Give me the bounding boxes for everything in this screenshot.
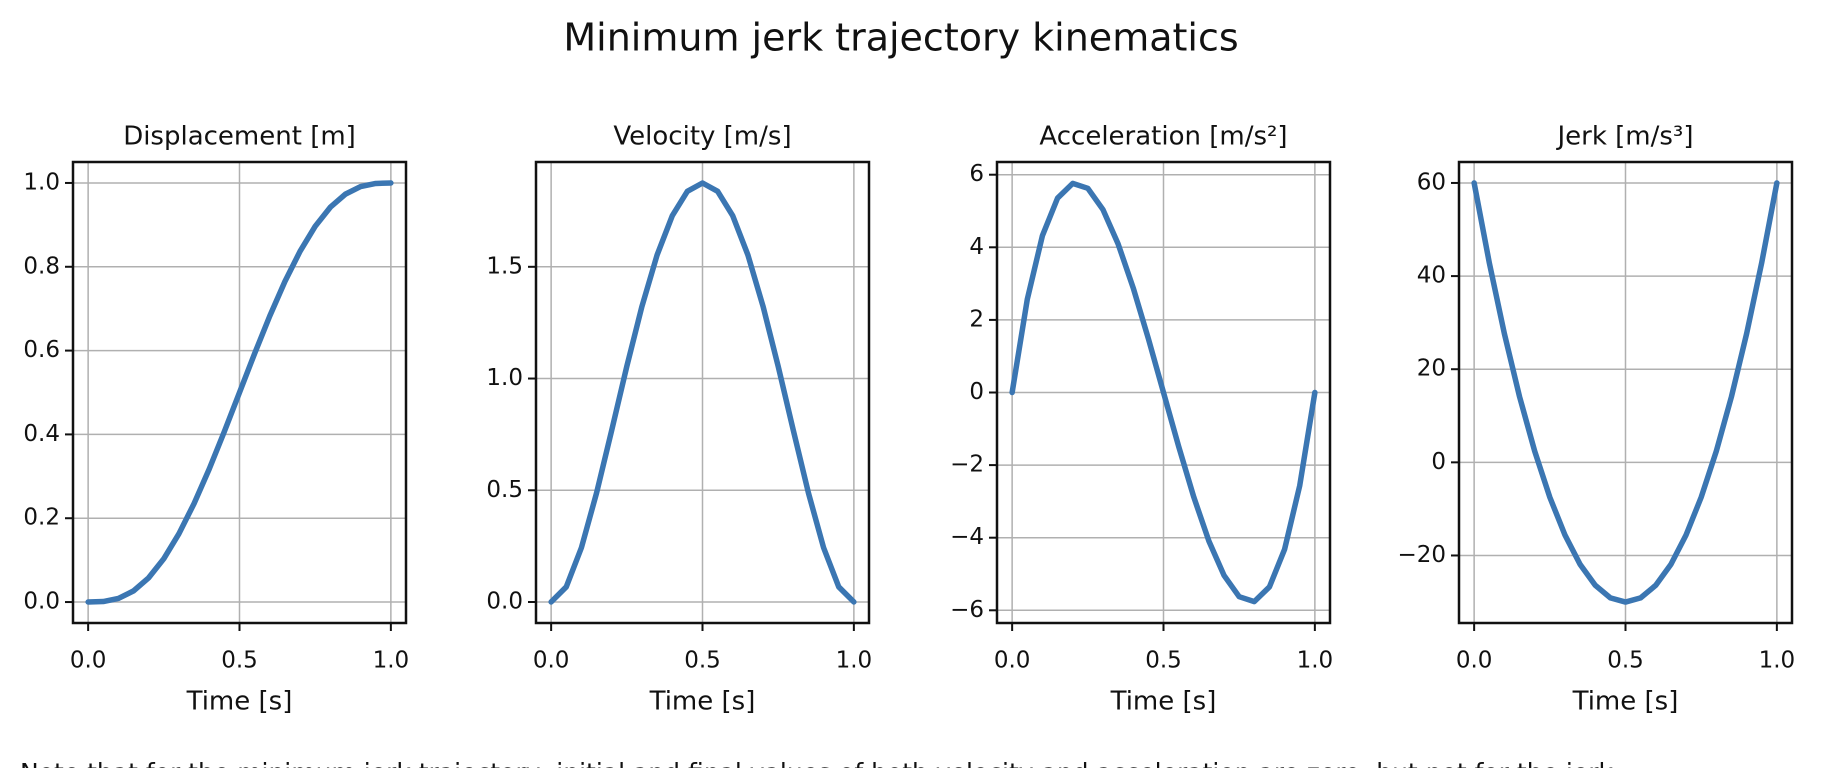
x-axis-label: Time [s] <box>186 687 293 717</box>
y-tick-label: 0.5 <box>486 477 523 503</box>
y-tick-label: 0.4 <box>23 421 60 447</box>
y-tick-label: −4 <box>950 524 984 550</box>
subplot-title: Velocity [m/s] <box>613 122 791 152</box>
y-tick-label: 6 <box>969 161 984 187</box>
figure-title: Minimum jerk trajectory kinematics <box>563 16 1238 60</box>
x-tick-label: 1.0 <box>1759 648 1796 674</box>
y-tick-label: 40 <box>1417 263 1446 289</box>
x-axis-label: Time [s] <box>1572 687 1679 717</box>
y-tick-label: 1.0 <box>23 169 60 195</box>
y-tick-label: 0 <box>969 379 984 405</box>
y-tick-label: −2 <box>950 452 984 478</box>
y-tick-label: 1.0 <box>486 365 523 391</box>
x-tick-label: 1.0 <box>836 648 873 674</box>
data-line <box>1471 180 1780 605</box>
x-axis-label: Time [s] <box>649 687 756 717</box>
axes-frame <box>534 160 871 625</box>
y-tick-label: 2 <box>969 306 984 332</box>
y-tick-label: 0 <box>1431 449 1446 475</box>
data-line <box>85 180 394 605</box>
subplot-title: Acceleration [m/s²] <box>1039 122 1287 152</box>
y-tick-label: 1.5 <box>486 253 523 279</box>
x-tick-label: 0.0 <box>994 648 1031 674</box>
x-tick-label: 1.0 <box>373 648 410 674</box>
subplot-title: Displacement [m] <box>123 122 356 152</box>
axes-frame <box>1457 160 1794 625</box>
x-tick-label: 1.0 <box>1297 648 1334 674</box>
y-tick-label: 60 <box>1417 169 1446 195</box>
y-tick-label: 4 <box>969 234 984 260</box>
x-tick-label: 0.0 <box>1456 648 1493 674</box>
note: Note that for the minimum jerk trajector… <box>20 758 1621 768</box>
x-tick-label: 0.5 <box>1607 648 1644 674</box>
x-tick-label: 0.5 <box>221 648 258 674</box>
y-tick-label: 0.6 <box>23 337 60 363</box>
x-tick-label: 0.0 <box>533 648 570 674</box>
data-line <box>1009 180 1318 605</box>
x-tick-label: 0.5 <box>1145 648 1182 674</box>
y-tick-label: 0.0 <box>23 589 60 615</box>
y-tick-label: 0.8 <box>23 253 60 279</box>
y-tick-label: −20 <box>1397 542 1446 568</box>
data-line <box>548 180 857 605</box>
subplot-title: Jerk [m/s³] <box>1555 122 1693 152</box>
y-tick-label: −6 <box>950 597 984 623</box>
y-tick-label: 0.0 <box>486 588 523 614</box>
axes-frame <box>71 160 408 625</box>
y-tick-label: 0.2 <box>23 505 60 531</box>
x-axis-label: Time [s] <box>1110 687 1217 717</box>
axes-frame <box>995 160 1332 625</box>
x-tick-label: 0.0 <box>70 648 107 674</box>
x-tick-label: 0.5 <box>684 648 721 674</box>
y-tick-label: 20 <box>1417 356 1446 382</box>
